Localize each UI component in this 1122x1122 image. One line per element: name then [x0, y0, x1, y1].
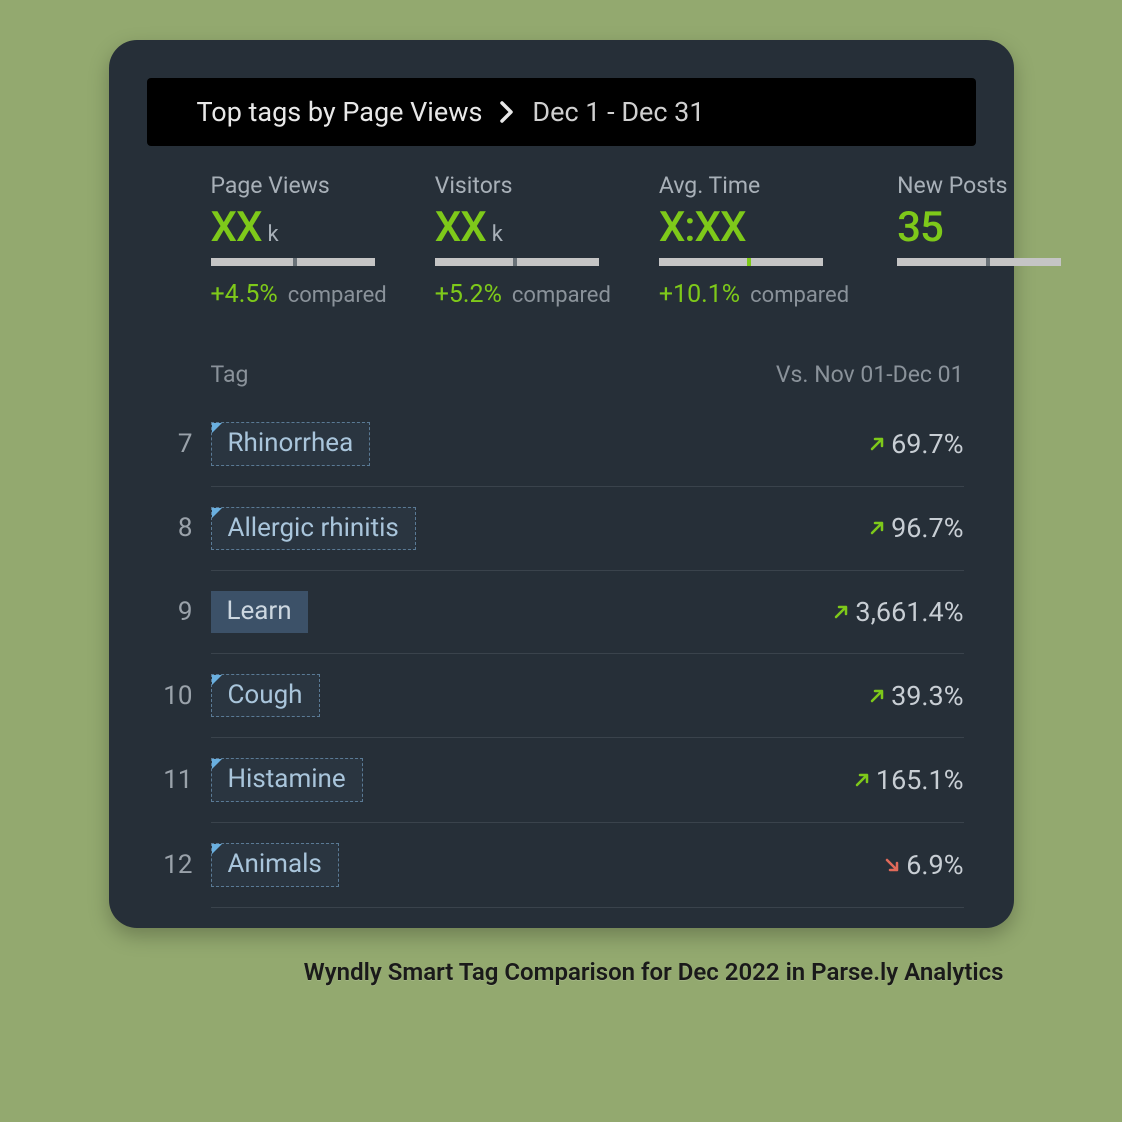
stat-change: +10.1%	[659, 280, 740, 309]
stat-label: New Posts	[897, 172, 1061, 199]
trend-value: 69.7%	[891, 428, 963, 460]
stats-row: Page Views XX k +4.5% compared Visitors …	[159, 170, 964, 309]
table-row[interactable]: 9 Learn 3,661.4%	[211, 571, 964, 654]
tag-pill[interactable]: Learn	[211, 591, 308, 633]
trend-value: 6.9%	[906, 849, 963, 881]
corner-icon	[212, 423, 222, 433]
trend: 96.7%	[867, 512, 963, 544]
stat-value: 35	[897, 203, 943, 252]
trend: 6.9%	[882, 849, 963, 881]
stat-block[interactable]: New Posts 35	[897, 172, 1061, 309]
arrow-up-right-icon	[852, 770, 872, 790]
corner-icon	[212, 675, 222, 685]
stat-suffix: k	[492, 222, 503, 247]
tag-pill[interactable]: Allergic rhinitis	[211, 507, 416, 551]
trend: 69.7%	[867, 428, 963, 460]
caption: Wyndly Smart Tag Comparison for Dec 2022…	[109, 958, 1014, 986]
stat-block[interactable]: Avg. Time X:XX +10.1% compared	[659, 172, 849, 309]
corner-icon	[212, 759, 222, 769]
corner-icon	[212, 508, 222, 518]
rank-number: 12	[159, 850, 211, 880]
stat-bar	[659, 258, 823, 266]
arrow-up-right-icon	[867, 686, 887, 706]
rank-number: 9	[159, 597, 211, 627]
header-title: Top tags by Page Views	[197, 96, 483, 128]
stat-value: XX	[435, 203, 486, 252]
arrow-down-right-icon	[882, 855, 902, 875]
trend-value: 96.7%	[891, 512, 963, 544]
stat-bar	[435, 258, 599, 266]
rank-number: 7	[159, 429, 211, 459]
tag-pill[interactable]: Animals	[211, 843, 339, 887]
tag-pill[interactable]: Histamine	[211, 758, 363, 802]
arrow-up-right-icon	[831, 602, 851, 622]
date-range[interactable]: Dec 1 - Dec 31	[532, 96, 704, 128]
trend-value: 39.3%	[891, 680, 963, 712]
stat-compared: compared	[750, 283, 849, 308]
header-bar: Top tags by Page Views Dec 1 - Dec 31	[147, 78, 976, 146]
table-row[interactable]: 7 Rhinorrhea 69.7%	[211, 402, 964, 487]
stat-block[interactable]: Page Views XX k +4.5% compared	[211, 172, 387, 309]
col-tag-label: Tag	[211, 361, 249, 388]
rank-number: 10	[159, 681, 211, 711]
tag-pill[interactable]: Rhinorrhea	[211, 422, 371, 466]
trend: 3,661.4%	[831, 596, 963, 628]
trend-value: 165.1%	[876, 764, 964, 796]
chevron-right-icon	[500, 101, 514, 123]
analytics-panel: Top tags by Page Views Dec 1 - Dec 31 Pa…	[109, 40, 1014, 928]
col-vs-label: Vs. Nov 01-Dec 01	[776, 361, 964, 388]
trend: 39.3%	[867, 680, 963, 712]
stat-label: Visitors	[435, 172, 611, 199]
rank-number: 8	[159, 513, 211, 543]
rank-number: 11	[159, 765, 211, 795]
stat-label: Avg. Time	[659, 172, 849, 199]
table-row[interactable]: 8 Allergic rhinitis 96.7%	[211, 487, 964, 572]
table-row[interactable]: 12 Animals 6.9%	[211, 823, 964, 908]
table-row[interactable]: 11 Histamine 165.1%	[211, 738, 964, 823]
tag-rows: 7 Rhinorrhea 69.7% 8 Allergic rhinitis 9…	[159, 402, 964, 908]
arrow-up-right-icon	[867, 518, 887, 538]
table-row[interactable]: 10 Cough 39.3%	[211, 654, 964, 739]
stat-value: XX	[211, 203, 262, 252]
stat-label: Page Views	[211, 172, 387, 199]
stat-bar	[211, 258, 375, 266]
tag-pill[interactable]: Cough	[211, 674, 320, 718]
stat-bar	[897, 258, 1061, 266]
stat-suffix: k	[268, 222, 279, 247]
stat-change: +5.2%	[435, 280, 502, 309]
arrow-up-right-icon	[867, 434, 887, 454]
stat-compared: compared	[288, 283, 387, 308]
trend: 165.1%	[852, 764, 964, 796]
stat-block[interactable]: Visitors XX k +5.2% compared	[435, 172, 611, 309]
stat-change: +4.5%	[211, 280, 278, 309]
table-header: Tag Vs. Nov 01-Dec 01	[159, 361, 964, 402]
trend-value: 3,661.4%	[855, 596, 963, 628]
stat-compared: compared	[512, 283, 611, 308]
corner-icon	[212, 844, 222, 854]
stat-value: X:XX	[659, 203, 746, 252]
